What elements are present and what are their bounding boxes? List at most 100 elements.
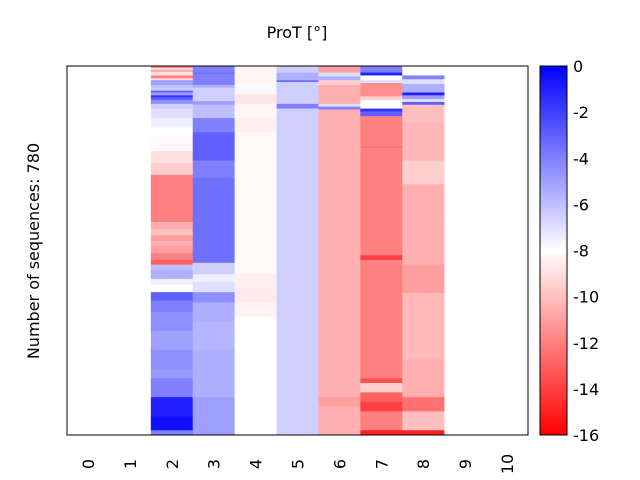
heatmap-cell: [192, 84, 235, 89]
heatmap-cell: [192, 373, 235, 398]
heatmap-cell: [402, 160, 445, 185]
heatmap-cell: [150, 108, 194, 119]
heatmap-cell: [360, 401, 403, 412]
colorbar-tick-label: -4: [573, 149, 589, 168]
heatmap-cell: [234, 118, 277, 133]
heatmap-cell: [276, 82, 319, 105]
heatmap-cell: [360, 100, 403, 109]
x-tick-label: 9: [456, 459, 475, 469]
heatmap-cell: [234, 316, 277, 436]
heatmap-cell: [150, 174, 194, 223]
heatmap-cell: [150, 259, 194, 265]
heatmap-cell: [276, 80, 319, 83]
heatmap-cell: [192, 397, 235, 431]
heatmap-cell: [318, 84, 361, 105]
heatmap-cell: [402, 79, 445, 85]
heatmap-cell: [150, 87, 194, 91]
heatmap-cell: [360, 96, 403, 101]
heatmap-cell: [150, 69, 194, 72]
heatmap-cell: [360, 382, 403, 393]
heatmap-cell: [150, 127, 194, 138]
heatmap-cell: [150, 95, 194, 98]
heatmap-cell: [402, 75, 445, 80]
heatmap-cell: [150, 416, 194, 431]
heatmap-cell: [360, 111, 403, 117]
heatmap-cell: [360, 430, 403, 436]
heatmap-cell: [150, 245, 194, 254]
colorbar-tick-label: -16: [573, 426, 599, 445]
heatmap-cell: [360, 72, 403, 76]
x-tick-label: 0: [79, 459, 98, 469]
heatmap-cell: [318, 66, 361, 73]
colorbar-tick-label: -2: [573, 103, 589, 122]
heatmap-cell: [360, 116, 403, 147]
heatmap-cell: [402, 184, 445, 223]
heatmap-cell: [192, 217, 235, 264]
heatmap-cell: [360, 83, 403, 97]
heatmap-cell: [360, 108, 403, 112]
heatmap-cell: [150, 397, 194, 417]
heatmap-cell: [234, 66, 277, 86]
heatmap-cell: [402, 222, 445, 265]
heatmap-cell: [150, 97, 194, 101]
heatmap-cell: [192, 104, 235, 119]
heatmap-cell: [234, 274, 277, 289]
heatmap-cell: [150, 241, 194, 247]
x-tick-label: 4: [247, 459, 266, 469]
heatmap-cell: [234, 94, 277, 105]
heatmap-cell: [150, 118, 194, 128]
heatmap-cell: [150, 90, 194, 93]
heatmap-cell: [192, 118, 235, 133]
heatmap-cell: [360, 378, 403, 384]
heatmap-cell: [192, 262, 235, 275]
heatmap-cell: [276, 103, 319, 109]
heatmap-cell: [192, 274, 235, 283]
heatmap-cell: [150, 368, 194, 379]
heatmap-cell: [192, 160, 235, 178]
heatmap-cell: [150, 378, 194, 398]
heatmap-cell: [318, 397, 361, 407]
heatmap-cell: [318, 72, 361, 77]
x-tick-label: 8: [414, 459, 433, 469]
heatmap-cell: [318, 406, 361, 436]
heatmap-cell: [150, 270, 194, 280]
heatmap-cell: [360, 255, 403, 261]
x-tick-label: 1: [121, 459, 140, 469]
heatmap-cell: [150, 100, 194, 105]
heatmap-cell: [192, 72, 235, 74]
heatmap-cell: [360, 80, 403, 84]
heatmap-cell: [192, 430, 235, 436]
x-tick-label: 6: [330, 459, 349, 469]
x-tick-label: 10: [498, 454, 517, 474]
heatmap-cell: [402, 104, 445, 124]
colorbar: [539, 65, 568, 436]
heatmap-cell: [150, 78, 194, 81]
heatmap-cell: [318, 109, 361, 275]
heatmap-cell: [150, 136, 194, 152]
heatmap-cell: [192, 349, 235, 374]
heatmap-cell: [402, 99, 445, 103]
heatmap-cell: [150, 103, 194, 109]
x-tick-label: 5: [289, 459, 308, 469]
heatmap-cell: [402, 83, 445, 93]
heatmap-cell: [150, 80, 194, 86]
heatmap-cell: [402, 264, 445, 294]
heatmap-cell: [402, 293, 445, 360]
heatmap-cell: [360, 147, 403, 256]
colorbar-tick-labels: 0 -2 -4 -6 -8 -10 -12 -14 -16: [573, 57, 599, 445]
heatmap-cell: [150, 292, 194, 301]
heatmap-cell: [150, 84, 194, 89]
heatmap-cell: [192, 101, 235, 106]
heatmap-cell: [402, 359, 445, 398]
heatmap-cell: [150, 151, 194, 164]
y-axis-label: Number of sequences: 780: [24, 143, 43, 359]
heatmap-cell: [318, 76, 361, 81]
heatmap-cell: [360, 411, 403, 431]
heatmap-cell: [150, 71, 194, 76]
heatmap-cell: [318, 80, 361, 86]
heatmap-cell: [150, 312, 194, 332]
heatmap-cell: [150, 229, 194, 236]
heatmap-cell: [192, 66, 235, 73]
heatmap-cells: [150, 66, 445, 436]
heatmap-cell: [234, 288, 277, 303]
